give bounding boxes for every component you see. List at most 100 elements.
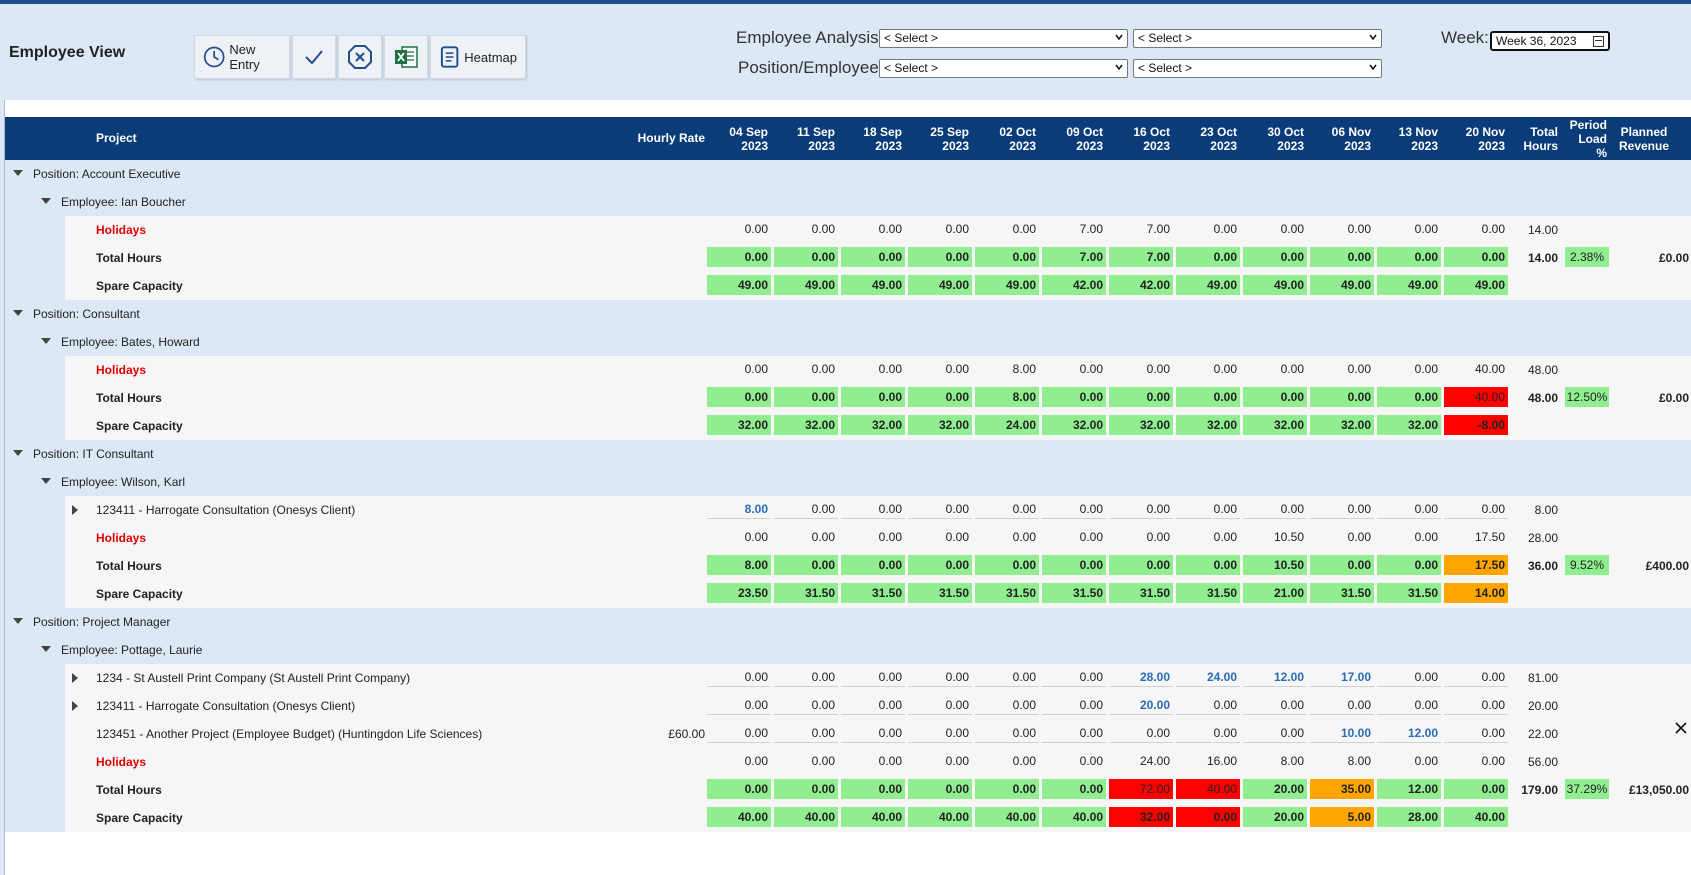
- new-entry-button[interactable]: New Entry: [194, 35, 290, 79]
- indent-bar: [5, 272, 65, 300]
- hours-cell[interactable]: 0.00: [1042, 695, 1106, 715]
- col-header-week[interactable]: 04 Sep 2023: [707, 125, 771, 153]
- hours-cell[interactable]: 12.00: [1243, 667, 1307, 687]
- hours-cell[interactable]: 0.00: [1444, 667, 1508, 687]
- col-header-week[interactable]: 23 Oct 2023: [1176, 125, 1240, 153]
- hours-cell[interactable]: 0.00: [908, 723, 972, 743]
- col-header-project[interactable]: Project: [96, 131, 137, 145]
- hours-cell[interactable]: 0.00: [1377, 695, 1441, 715]
- expand-caret-icon[interactable]: [72, 701, 78, 711]
- cancel-button[interactable]: [338, 35, 382, 79]
- hours-cell[interactable]: 0.00: [1042, 667, 1106, 687]
- hours-cell[interactable]: 0.00: [1310, 695, 1374, 715]
- heatmap-button[interactable]: Heatmap: [430, 35, 526, 79]
- expand-caret-icon[interactable]: [72, 505, 78, 515]
- col-header-week[interactable]: 02 Oct 2023: [975, 125, 1039, 153]
- hours-cell[interactable]: 28.00: [1109, 667, 1173, 687]
- hours-cell[interactable]: 20.00: [1109, 695, 1173, 715]
- hours-cell[interactable]: 0.00: [908, 667, 972, 687]
- hours-cell[interactable]: 0.00: [841, 667, 905, 687]
- hours-cell[interactable]: 0.00: [975, 667, 1039, 687]
- excel-export-button[interactable]: [384, 35, 428, 79]
- hours-cell[interactable]: 0.00: [1243, 723, 1307, 743]
- position-employee-select-1[interactable]: < Select >: [879, 59, 1128, 78]
- hours-cell[interactable]: 0.00: [1109, 499, 1173, 519]
- col-header-week[interactable]: 30 Oct 2023: [1243, 125, 1307, 153]
- collapse-caret-icon[interactable]: [41, 338, 51, 344]
- expand-caret-icon[interactable]: [72, 673, 78, 683]
- hours-cell[interactable]: 0.00: [1243, 695, 1307, 715]
- col-header-week[interactable]: 20 Nov 2023: [1444, 125, 1508, 153]
- col-header-planned-revenue[interactable]: Planned Revenue: [1609, 125, 1679, 153]
- hours-cell[interactable]: 0.00: [1042, 499, 1106, 519]
- hours-cell: 0.00: [1042, 779, 1106, 799]
- col-header-week[interactable]: 16 Oct 2023: [1109, 125, 1173, 153]
- col-header-total-hours[interactable]: Total Hours: [1512, 125, 1558, 153]
- hours-cell[interactable]: 0.00: [975, 499, 1039, 519]
- col-header-week[interactable]: 18 Sep 2023: [841, 125, 905, 153]
- hours-cell: 0.00: [774, 779, 838, 799]
- hours-cell[interactable]: 0.00: [1377, 667, 1441, 687]
- hours-cell[interactable]: 8.00: [707, 499, 771, 519]
- col-header-period-load[interactable]: Period Load%: [1561, 118, 1607, 160]
- collapse-caret-icon[interactable]: [13, 450, 23, 456]
- hours-cell: 0.00: [1042, 387, 1106, 407]
- hours-cell[interactable]: 0.00: [1042, 723, 1106, 743]
- col-header-week-line: 23 Oct: [1200, 125, 1237, 139]
- table-header: Project Hourly Rate 04 Sep 2023 11 Sep 2023…: [5, 117, 1691, 160]
- hours-cell: 0.00: [1042, 555, 1106, 575]
- collapse-caret-icon[interactable]: [41, 478, 51, 484]
- hours-cell[interactable]: 0.00: [774, 667, 838, 687]
- hours-cell[interactable]: 0.00: [1444, 499, 1508, 519]
- checkmark-icon: [305, 50, 323, 65]
- hours-cell[interactable]: 0.00: [841, 499, 905, 519]
- hours-cell[interactable]: 0.00: [841, 723, 905, 743]
- hours-cell[interactable]: 0.00: [1176, 499, 1240, 519]
- collapse-caret-icon[interactable]: [13, 618, 23, 624]
- planned-revenue-value: £0.00: [1658, 251, 1689, 265]
- col-header-week[interactable]: 09 Oct 2023: [1042, 125, 1106, 153]
- hours-cell[interactable]: 0.00: [1377, 499, 1441, 519]
- close-icon[interactable]: [1674, 721, 1688, 735]
- hours-cell[interactable]: 0.00: [908, 499, 972, 519]
- calendar-icon[interactable]: [1593, 36, 1604, 47]
- week-picker[interactable]: Week 36, 2023: [1490, 31, 1610, 51]
- col-header-week[interactable]: 13 Nov 2023: [1377, 125, 1441, 153]
- employee-analysis-select-1[interactable]: < Select >: [879, 29, 1128, 48]
- hours-cell[interactable]: 0.00: [707, 695, 771, 715]
- hours-cell[interactable]: 0.00: [975, 695, 1039, 715]
- week-label: Week:: [1441, 28, 1489, 47]
- hours-cell[interactable]: 0.00: [1444, 695, 1508, 715]
- hours-cell[interactable]: 0.00: [1444, 723, 1508, 743]
- collapse-caret-icon[interactable]: [13, 170, 23, 176]
- collapse-caret-icon[interactable]: [41, 198, 51, 204]
- collapse-caret-icon[interactable]: [41, 646, 51, 652]
- hours-cell[interactable]: 0.00: [1310, 499, 1374, 519]
- col-header-week[interactable]: 06 Nov 2023: [1310, 125, 1374, 153]
- col-header-week[interactable]: 25 Sep 2023: [908, 125, 972, 153]
- hours-cell[interactable]: 0.00: [1176, 723, 1240, 743]
- collapse-caret-icon[interactable]: [13, 310, 23, 316]
- hours-cell: 8.00: [1280, 754, 1304, 768]
- hours-cell[interactable]: 0.00: [1243, 499, 1307, 519]
- position-employee-select-2[interactable]: < Select >: [1133, 59, 1382, 78]
- hours-cell[interactable]: 0.00: [774, 499, 838, 519]
- hours-cell[interactable]: 0.00: [707, 667, 771, 687]
- hours-cell[interactable]: 0.00: [908, 695, 972, 715]
- hours-cell[interactable]: 12.00: [1377, 723, 1441, 743]
- hours-cell[interactable]: 0.00: [774, 723, 838, 743]
- hours-cell[interactable]: 10.00: [1310, 723, 1374, 743]
- hours-cell[interactable]: 24.00: [1176, 667, 1240, 687]
- hours-cell[interactable]: 0.00: [841, 695, 905, 715]
- hours-cell[interactable]: 0.00: [1176, 695, 1240, 715]
- hours-cell: 10.50: [1243, 555, 1307, 575]
- hours-cell[interactable]: 17.00: [1310, 667, 1374, 687]
- employee-analysis-select-2[interactable]: < Select >: [1133, 29, 1382, 48]
- confirm-button[interactable]: [292, 35, 336, 79]
- col-header-hourly-rate[interactable]: Hourly Rate: [637, 131, 705, 145]
- hours-cell[interactable]: 0.00: [1109, 723, 1173, 743]
- hours-cell[interactable]: 0.00: [774, 695, 838, 715]
- hours-cell[interactable]: 0.00: [975, 723, 1039, 743]
- hours-cell[interactable]: 0.00: [707, 723, 771, 743]
- col-header-week[interactable]: 11 Sep 2023: [774, 125, 838, 153]
